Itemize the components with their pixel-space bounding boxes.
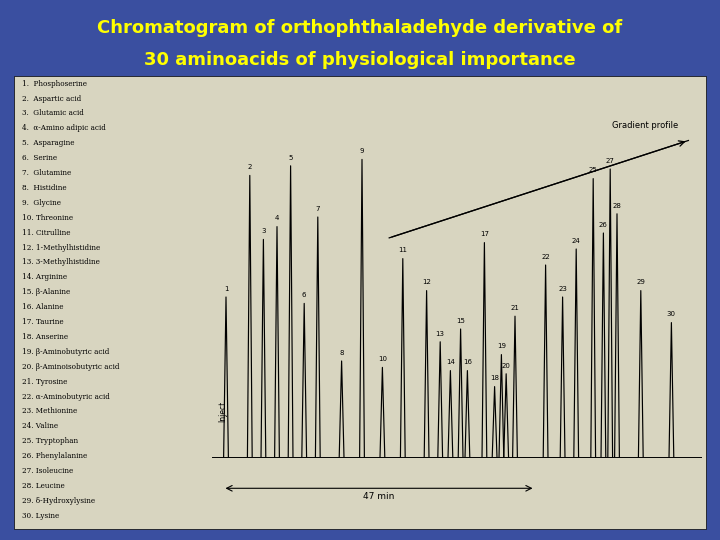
Text: 30: 30: [667, 312, 676, 318]
Text: 6: 6: [302, 292, 307, 298]
Text: 13. 3-Methylhistidine: 13. 3-Methylhistidine: [22, 259, 99, 266]
Text: 11. Citrulline: 11. Citrulline: [22, 228, 70, 237]
Text: 3.  Glutamic acid: 3. Glutamic acid: [22, 110, 84, 118]
Text: 18. Anserine: 18. Anserine: [22, 333, 68, 341]
Text: 9: 9: [360, 148, 364, 154]
Text: 21. Tyrosine: 21. Tyrosine: [22, 377, 67, 386]
Text: 25: 25: [589, 167, 598, 173]
Text: 24: 24: [572, 238, 580, 244]
Text: 3: 3: [261, 228, 266, 234]
Text: 25. Tryptophan: 25. Tryptophan: [22, 437, 78, 445]
Text: 23. Methionine: 23. Methionine: [22, 407, 77, 415]
Text: 5.  Asparagine: 5. Asparagine: [22, 139, 74, 147]
Text: Chromatogram of orthophthaladehyde derivative of: Chromatogram of orthophthaladehyde deriv…: [97, 19, 623, 37]
Text: 2: 2: [248, 164, 252, 170]
Text: 23: 23: [558, 286, 567, 292]
Text: 7.  Glutamine: 7. Glutamine: [22, 169, 71, 177]
Text: Inject: Inject: [218, 401, 227, 422]
Text: 27: 27: [606, 158, 615, 164]
Text: 19. β-Aminobutyric acid: 19. β-Aminobutyric acid: [22, 348, 109, 356]
Text: 13: 13: [436, 330, 445, 336]
Text: 17. Taurine: 17. Taurine: [22, 318, 63, 326]
Text: 10. Threonine: 10. Threonine: [22, 214, 73, 222]
Text: 4.  α-Amino adipic acid: 4. α-Amino adipic acid: [22, 124, 105, 132]
Text: 22. α-Aminobutyric acid: 22. α-Aminobutyric acid: [22, 393, 109, 401]
Text: 7: 7: [315, 206, 320, 212]
Text: 1.  Phosphoserine: 1. Phosphoserine: [22, 80, 86, 87]
Text: 27. Isoleucine: 27. Isoleucine: [22, 467, 73, 475]
Text: 16. Alanine: 16. Alanine: [22, 303, 63, 311]
Text: 28. Leucine: 28. Leucine: [22, 482, 64, 490]
Text: 14: 14: [446, 360, 455, 366]
Text: 30. Lysine: 30. Lysine: [22, 512, 59, 519]
Text: 12: 12: [422, 279, 431, 285]
Text: 20. β-Aminoisobutyric acid: 20. β-Aminoisobutyric acid: [22, 363, 119, 371]
Text: 15. β-Alanine: 15. β-Alanine: [22, 288, 70, 296]
Text: 4: 4: [275, 215, 279, 221]
Text: 29: 29: [636, 279, 645, 285]
Text: 8.  Histidine: 8. Histidine: [22, 184, 66, 192]
Text: 29. δ-Hydroxylysine: 29. δ-Hydroxylysine: [22, 497, 95, 505]
Text: 22: 22: [541, 254, 550, 260]
Text: 26: 26: [599, 222, 608, 228]
Text: 14. Arginine: 14. Arginine: [22, 273, 67, 281]
Text: 12. 1-Methylhistidine: 12. 1-Methylhistidine: [22, 244, 100, 252]
Text: 21: 21: [510, 305, 519, 311]
Text: 26. Phenylalanine: 26. Phenylalanine: [22, 452, 87, 460]
Text: 47 min: 47 min: [364, 492, 395, 502]
Text: 5: 5: [289, 154, 293, 160]
Text: 11: 11: [398, 247, 408, 253]
Text: 15: 15: [456, 318, 465, 324]
Text: 30 aminoacids of physiological importance: 30 aminoacids of physiological importanc…: [144, 51, 576, 69]
Text: 28: 28: [613, 202, 621, 208]
Text: 2.  Aspartic acid: 2. Aspartic acid: [22, 94, 81, 103]
Text: 9.  Glycine: 9. Glycine: [22, 199, 60, 207]
Text: 20: 20: [502, 362, 510, 369]
Text: 19: 19: [497, 343, 506, 349]
Text: Gradient profile: Gradient profile: [612, 121, 678, 130]
Text: 17: 17: [480, 231, 489, 238]
Text: 6.  Serine: 6. Serine: [22, 154, 57, 162]
Text: 8: 8: [339, 350, 344, 356]
Text: 10: 10: [378, 356, 387, 362]
Text: 1: 1: [224, 286, 228, 292]
Text: 16: 16: [463, 360, 472, 366]
Text: 24. Valine: 24. Valine: [22, 422, 58, 430]
Text: 18: 18: [490, 375, 499, 381]
